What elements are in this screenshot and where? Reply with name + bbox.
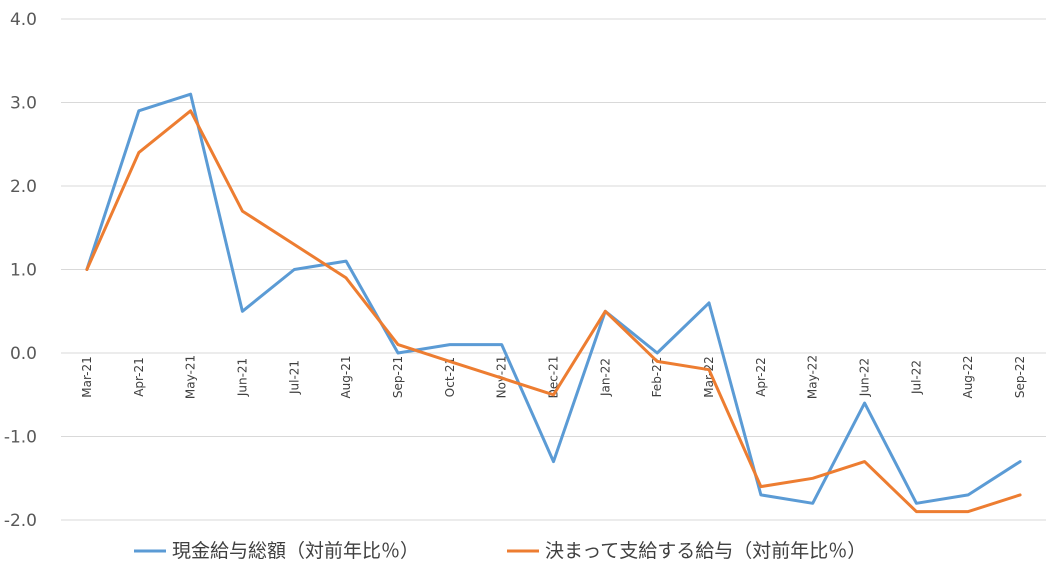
y-tick-label: 3.0 [10, 94, 37, 114]
x-tick-label: Mar-21 [80, 356, 94, 397]
x-tick-label: Sep-21 [391, 356, 405, 398]
x-tick-label: Jun-22 [858, 358, 872, 397]
legend: 現金給与総額（対前年比％） 決まって支給する給与（対前年比％） [134, 540, 866, 562]
x-tick-label: Sep-22 [1013, 356, 1027, 398]
legend-label: 現金給与総額（対前年比％） [172, 540, 419, 562]
y-tick-label: -2.0 [4, 511, 37, 531]
legend-item-2: 決まって支給する給与（対前年比％） [507, 540, 866, 562]
y-tick-label: 1.0 [10, 261, 37, 281]
x-tick-label: Apr-21 [132, 357, 146, 397]
x-tick-label: Jul-22 [909, 360, 923, 395]
x-tick-label: Apr-22 [754, 357, 768, 397]
x-tick-label: Feb-22 [650, 357, 664, 398]
y-tick-label: 0.0 [10, 344, 37, 364]
gridlines [61, 18, 1046, 521]
x-tick-label: May-21 [184, 355, 198, 399]
y-tick-label: 4.0 [10, 10, 37, 30]
y-axis: 4.0 3.0 2.0 1.0 0.0 -1.0 -2.0 [4, 10, 37, 531]
x-axis: Mar-21 Apr-21 May-21 Jun-21 Jul-21 Aug-21 Sep-… [80, 355, 1027, 399]
x-tick-label: Oct-21 [443, 357, 457, 397]
y-tick-label: -1.0 [4, 428, 37, 448]
series-line-1 [85, 92, 1022, 505]
x-tick-label: May-22 [806, 355, 820, 399]
x-tick-label: Aug-22 [961, 355, 975, 398]
y-tick-label: 2.0 [10, 177, 37, 197]
legend-label: 決まって支給する給与（対前年比％） [545, 540, 866, 562]
x-tick-label: Jul-21 [287, 360, 301, 395]
series-lines [85, 92, 1022, 514]
x-tick-label: Mar-22 [702, 356, 716, 397]
legend-item-1: 現金給与総額（対前年比％） [134, 540, 419, 562]
x-tick-label: Jan-22 [598, 358, 612, 397]
series-line-2 [85, 109, 1022, 514]
x-tick-label: Jun-21 [235, 358, 249, 397]
x-tick-label: Aug-21 [339, 355, 353, 398]
